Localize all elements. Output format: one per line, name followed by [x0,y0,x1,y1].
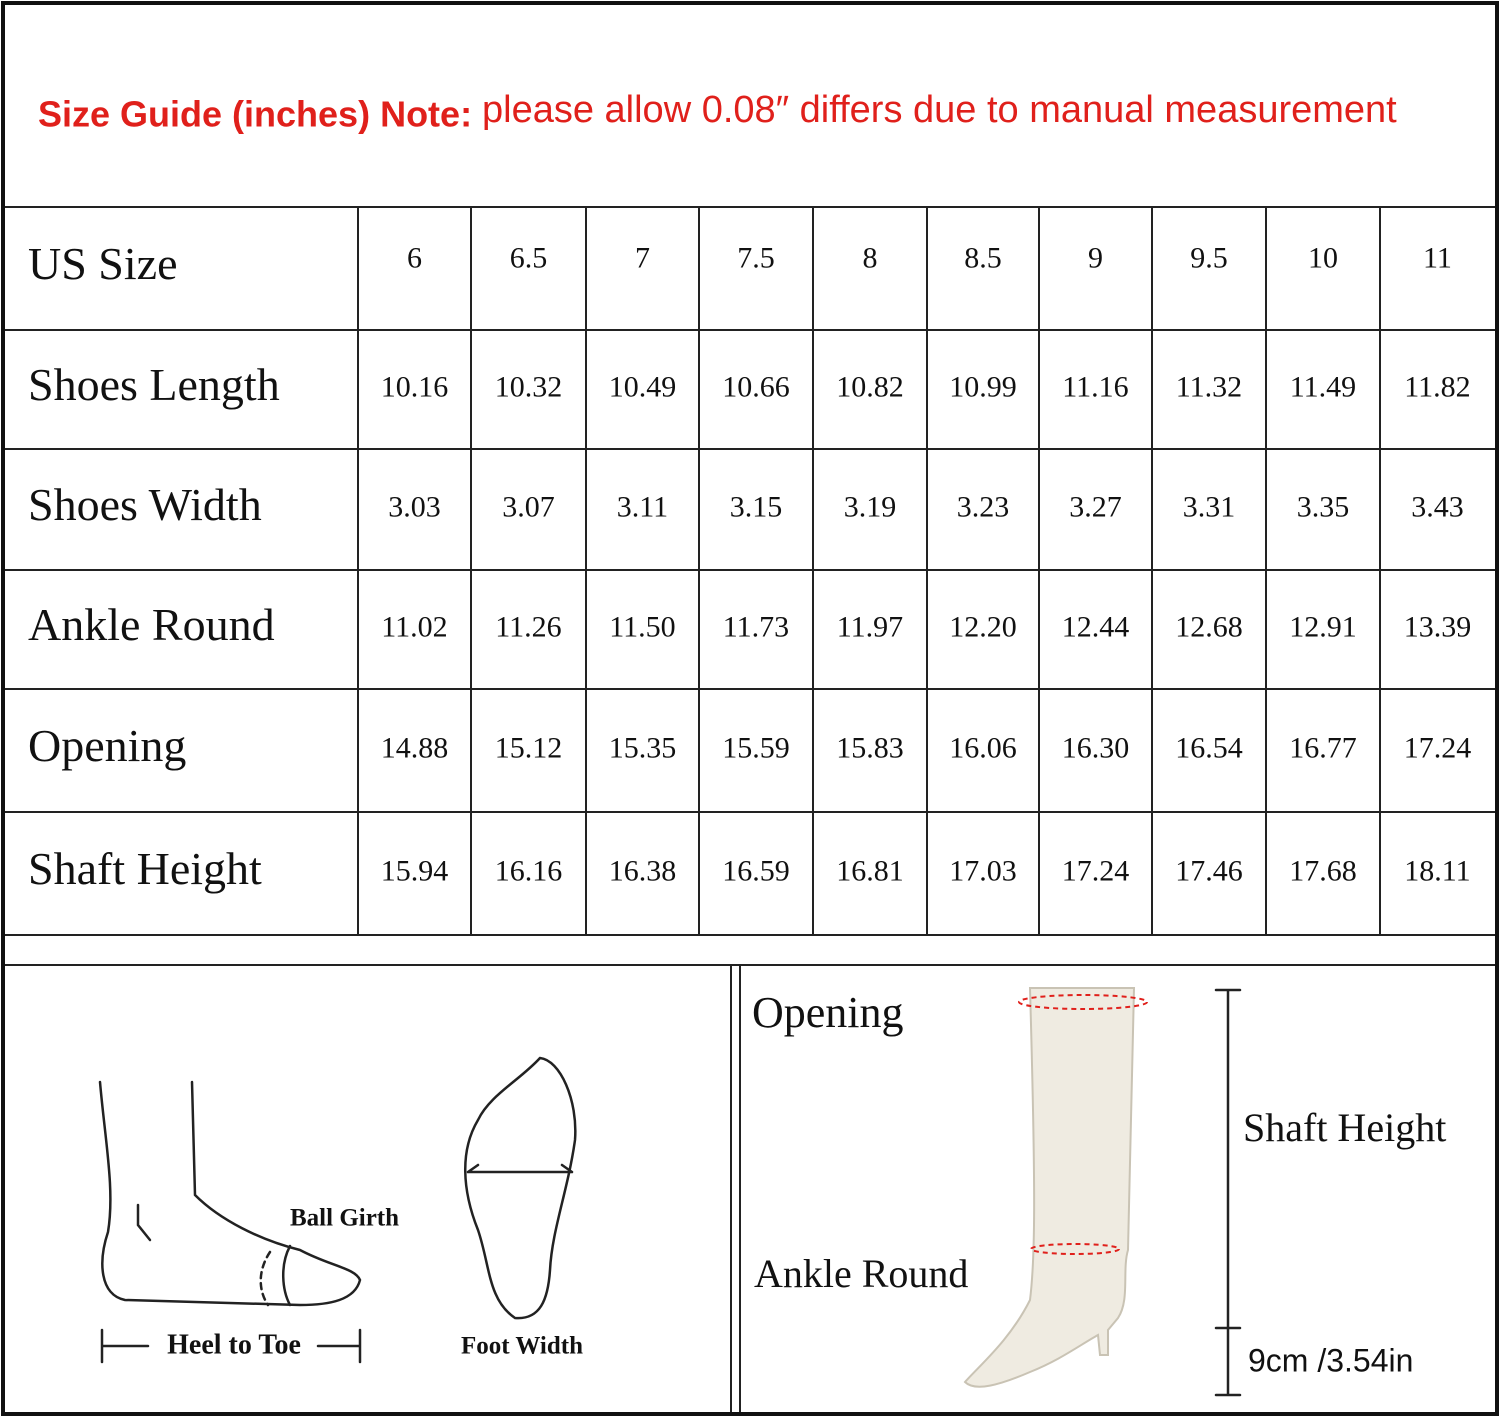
cell: 16.06 [949,731,1017,764]
label: Heel to Toe [167,1329,301,1360]
cell: 15.12 [495,731,563,764]
label: Ball Girth [290,1205,399,1232]
label: Opening [752,988,904,1037]
cell: 17.68 [1289,854,1357,887]
cell: 16.77 [1289,731,1357,764]
cell: 15.35 [609,731,677,764]
cell: 15.59 [722,731,790,764]
cell: 17.46 [1175,854,1243,887]
cell: 10.66 [722,370,790,403]
foot-side-sketch [98,1080,362,1307]
ball-girth-mark [282,1244,292,1307]
size-header: 6 [407,241,422,274]
cell: 12.68 [1175,610,1243,643]
cell: 3.03 [388,490,441,523]
row-label: Opening [28,720,186,771]
cell: 11.73 [723,610,789,643]
cell: 15.94 [381,854,449,887]
label: 9cm /3.54in [1248,1342,1413,1378]
cell: 13.39 [1404,610,1472,643]
size-header: 7.5 [737,241,775,274]
cell: 3.19 [844,490,897,523]
cell: 12.44 [1062,610,1130,643]
cell: 11.26 [495,610,561,643]
ankle-line [136,1203,152,1242]
cell: 11.02 [381,610,447,643]
size-header: 7 [635,241,650,274]
cell: 11.82 [1404,370,1470,403]
size-table: US Size 6 6.5 7 7.5 8 8.5 9 9.5 10 11 Shoes Length 1… [5,207,1495,936]
size-header: 6.5 [510,241,548,274]
cell: 16.54 [1175,731,1243,764]
cell: 10.99 [949,370,1017,403]
boot-image [963,987,1136,1388]
cell: 10.16 [381,370,449,403]
cell: 16.81 [836,854,904,887]
foot-sole-sketch [464,1056,577,1320]
ball-girth-mark [259,1250,272,1307]
cell: 3.07 [502,490,555,523]
cell: 16.59 [722,854,790,887]
cell: 17.24 [1404,731,1472,764]
length-arrow [100,1328,362,1364]
cell: 11.49 [1290,370,1356,403]
cell: 3.31 [1183,490,1236,523]
size-header: 9 [1088,241,1103,274]
title: Size Guide (inches) Note: [38,94,472,135]
cell: 17.24 [1062,854,1130,887]
cell: 10.49 [609,370,677,403]
cell: 16.16 [495,854,563,887]
cell: 11.32 [1176,370,1242,403]
row-label: Ankle Round [28,599,275,650]
cell: 3.43 [1411,490,1464,523]
foot-diagram: Ball Girth Heel to Toe Foot Width [98,1056,583,1364]
cell: 16.30 [1062,731,1130,764]
row-label: Shaft Height [28,843,262,894]
height-arrow [1214,988,1242,1397]
row-label: Shoes Length [28,359,280,410]
label: Shaft Height [1243,1105,1446,1150]
cell: 10.32 [495,370,563,403]
cell: 18.11 [1404,854,1470,887]
cell: 12.20 [949,610,1017,643]
size-header: 9.5 [1190,241,1228,274]
ankle-mark [1030,1243,1120,1255]
size-header: 11 [1423,241,1452,274]
label: Ankle Round [754,1251,968,1296]
cell: 12.91 [1289,610,1357,643]
row-label: Shoes Width [28,479,262,530]
boot-diagram: Opening Shaft Height Ankle Round 9cm /3.… [752,987,1446,1397]
cell: 11.16 [1062,370,1128,403]
label: Foot Width [461,1333,583,1360]
opening-mark [1018,994,1148,1010]
cell: 3.35 [1297,490,1350,523]
header-label: US Size [28,238,178,289]
cell: 16.38 [609,854,677,887]
cell: 3.11 [617,490,668,523]
cell: 3.15 [730,490,783,523]
cell: 11.50 [609,610,675,643]
cell: 11.97 [837,610,903,643]
cell: 15.83 [836,731,904,764]
size-header: 8.5 [964,241,1002,274]
width-arrow [466,1163,574,1174]
note: please allow 0.08″ differs due to manual… [482,89,1397,131]
cell: 17.03 [949,854,1017,887]
cell: 14.88 [381,731,449,764]
cell: 3.27 [1069,490,1122,523]
size-header: 8 [863,241,878,274]
size-header: 10 [1308,241,1338,274]
cell: 10.82 [836,370,904,403]
cell: 3.23 [957,490,1010,523]
